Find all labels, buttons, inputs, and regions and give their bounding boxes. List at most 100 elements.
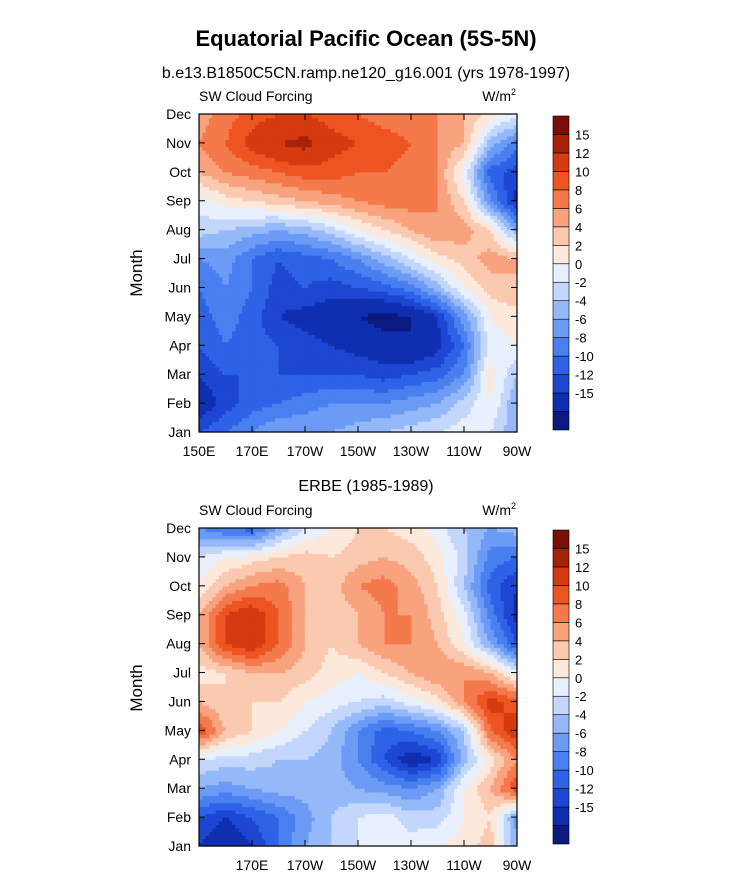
heatmap-cell: [348, 392, 352, 397]
heatmap-cell: [318, 417, 323, 422]
heatmap-cell: [338, 417, 343, 422]
heatmap-cell: [255, 395, 260, 401]
heatmap-cell: [513, 403, 518, 408]
heatmap-cell: [377, 417, 382, 422]
heatmap-cell: [490, 385, 495, 390]
heatmap-cell: [225, 410, 230, 415]
heatmap-cell: [493, 417, 498, 422]
heatmap-cell: [420, 410, 425, 415]
heatmap-cell: [328, 417, 333, 422]
heatmap-cell: [361, 413, 366, 419]
heatmap-cell: [387, 392, 392, 397]
heatmap-cell: [222, 381, 227, 386]
heatmap-cell: [450, 421, 455, 426]
heatmap-cell: [404, 385, 409, 390]
heatmap-cell: [305, 399, 309, 404]
heatmap-cell: [308, 395, 313, 401]
heatmap-cell: [493, 424, 498, 429]
heatmap-cell: [228, 410, 233, 415]
heatmap-cell: [384, 377, 389, 383]
heatmap-cell: [222, 385, 227, 390]
heatmap-cell: [493, 395, 498, 401]
heatmap-cell: [440, 410, 445, 415]
heatmap-cell: [473, 395, 478, 401]
heatmap-cell: [248, 392, 253, 397]
heatmap-cell: [467, 413, 472, 419]
heatmap-cell: [497, 395, 502, 401]
heatmap-cell: [218, 413, 223, 419]
heatmap-cell: [341, 399, 346, 404]
heatmap-cell: [202, 413, 207, 419]
heatmap-cell: [513, 385, 518, 390]
heatmap-cell: [507, 395, 511, 401]
heatmap-cell: [318, 413, 323, 419]
heatmap-cell: [324, 385, 329, 390]
heatmap-cell: [232, 395, 237, 401]
heatmap-cell: [371, 410, 376, 415]
heatmap-cell: [235, 388, 240, 393]
heatmap-cell: [391, 417, 396, 422]
heatmap-cell: [344, 417, 349, 422]
heatmap-cell: [387, 428, 392, 433]
heatmap-cell: [225, 424, 230, 429]
heatmap-cell: [354, 395, 359, 401]
heatmap-cell: [440, 395, 445, 401]
heatmap-cell: [473, 421, 478, 426]
heatmap-cell: [291, 392, 296, 397]
heatmap-cell: [341, 395, 346, 401]
heatmap-cell: [444, 388, 449, 393]
heatmap-cell: [212, 424, 217, 429]
heatmap-cell: [208, 392, 213, 397]
heatmap-cell: [444, 428, 449, 433]
heatmap-cell: [460, 385, 465, 390]
heatmap-cell: [430, 417, 435, 422]
heatmap-cell: [248, 385, 253, 390]
heatmap-cell: [420, 399, 425, 404]
heatmap-cell: [411, 410, 415, 415]
heatmap-cell: [258, 417, 263, 422]
heatmap-cell: [447, 428, 452, 433]
heatmap-cell: [467, 403, 472, 408]
heatmap-cell: [265, 428, 270, 433]
heatmap-cell: [367, 410, 372, 415]
heatmap-cell: [364, 385, 369, 390]
heatmap-cell: [440, 413, 445, 419]
heatmap-cell: [404, 413, 409, 419]
heatmap-cell: [252, 381, 256, 386]
heatmap-cell: [487, 392, 492, 397]
heatmap-cell: [503, 381, 508, 386]
heatmap-cell: [371, 417, 376, 422]
heatmap-cell: [311, 399, 316, 404]
heatmap-cell: [242, 395, 246, 401]
heatmap-cell: [301, 410, 306, 415]
heatmap-cell: [401, 417, 405, 422]
heatmap-cell: [417, 385, 422, 390]
heatmap-cell: [225, 377, 230, 383]
heatmap-cell: [268, 410, 273, 415]
heatmap-cell: [447, 421, 452, 426]
heatmap-cell: [228, 395, 233, 401]
heatmap-cell: [394, 410, 399, 415]
heatmap-cell: [477, 424, 482, 429]
heatmap-cell: [222, 413, 227, 419]
heatmap-cell: [285, 424, 290, 429]
heatmap-cell: [351, 417, 356, 422]
heatmap-cell: [477, 417, 482, 422]
heatmap-cell: [401, 388, 405, 393]
heatmap-cell: [377, 424, 382, 429]
heatmap-cell: [454, 413, 458, 419]
heatmap-cell: [483, 381, 488, 386]
heatmap-cell: [371, 406, 376, 411]
heatmap-cell: [490, 421, 495, 426]
heatmap-cell: [311, 421, 316, 426]
heatmap-cell: [301, 385, 306, 390]
heatmap-cell: [265, 413, 270, 419]
heatmap-cell: [444, 392, 449, 397]
heatmap-cell: [473, 388, 478, 393]
heatmap-cell: [291, 377, 296, 383]
heatmap-cell: [311, 403, 316, 408]
heatmap-cell: [215, 413, 220, 419]
heatmap-cell: [258, 377, 263, 383]
heatmap-cell: [328, 377, 333, 383]
heatmap-cell: [334, 399, 339, 404]
